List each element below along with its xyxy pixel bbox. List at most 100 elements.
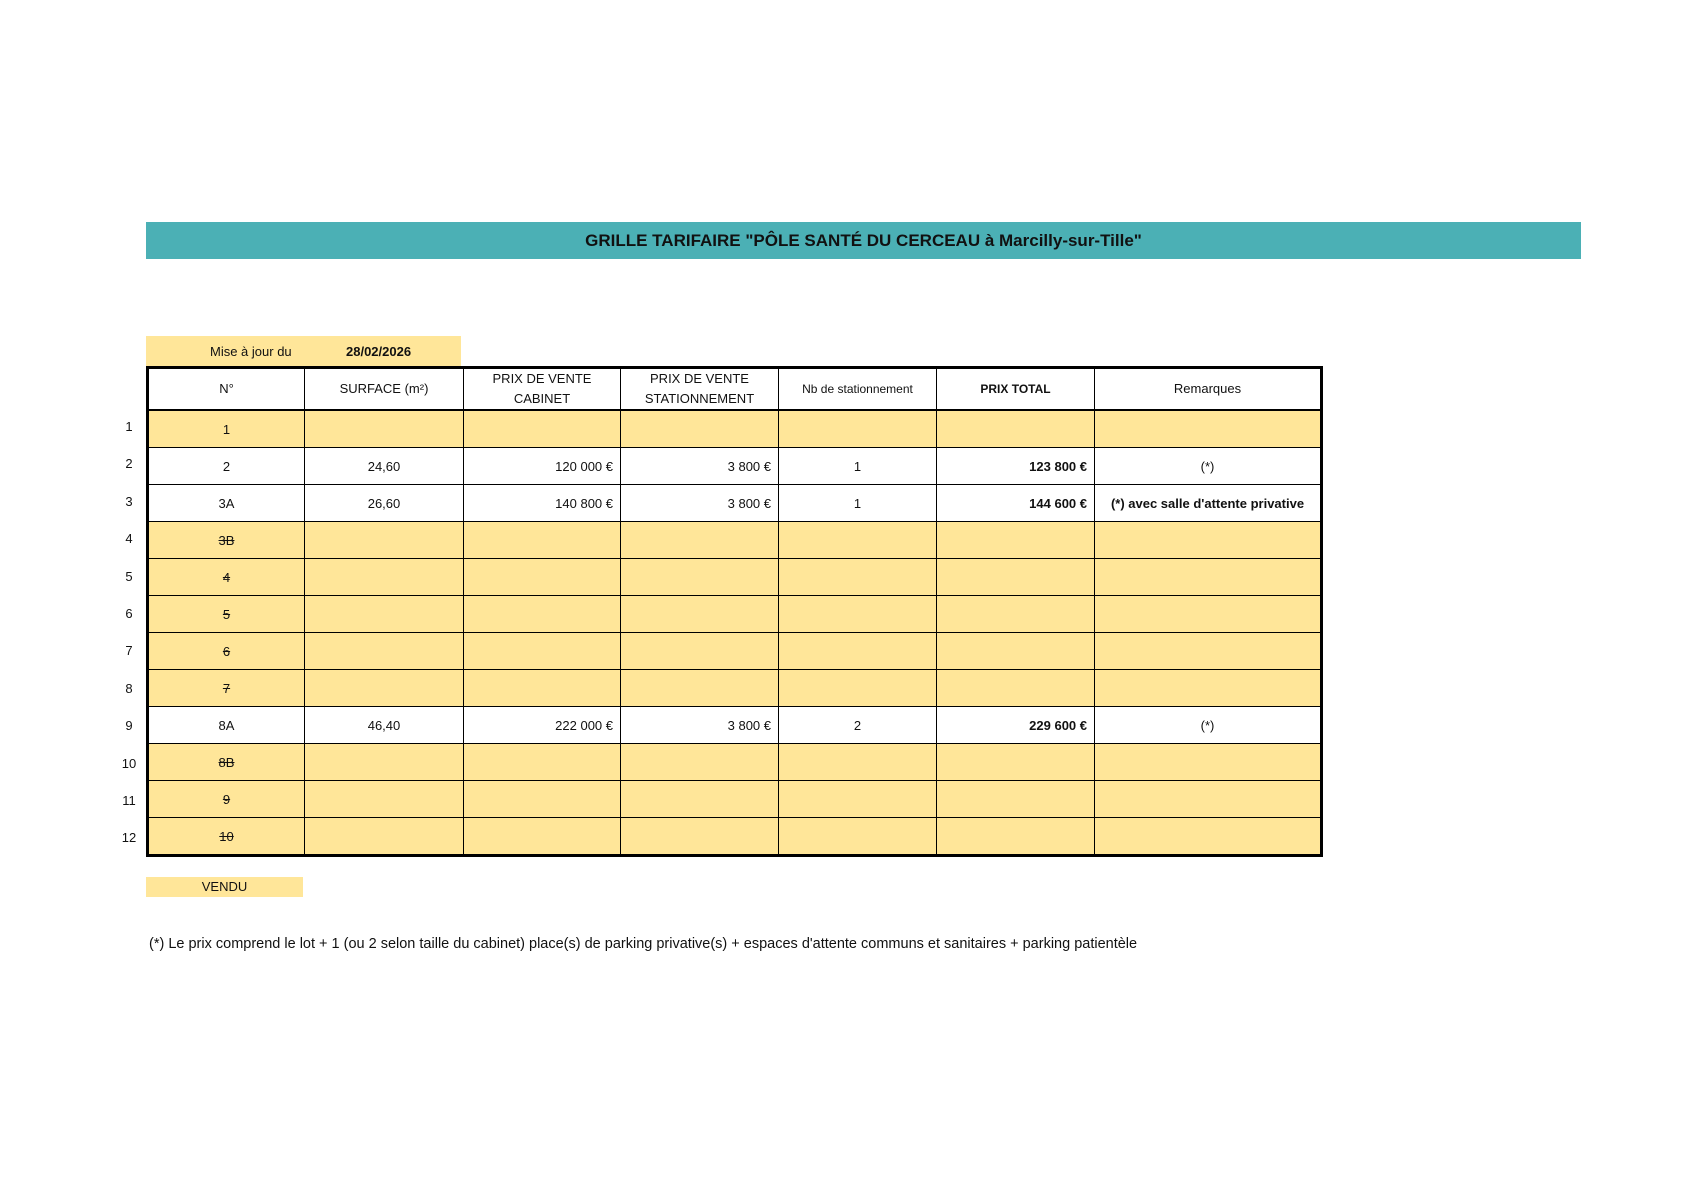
parking-price-cell: 3 800 € xyxy=(620,447,779,485)
parking-count-cell xyxy=(778,669,937,707)
total-price-cell xyxy=(936,669,1095,707)
parking-price-cell xyxy=(620,817,779,856)
remarks-cell xyxy=(1094,669,1322,707)
lot-number-cell: 1 xyxy=(147,409,305,448)
cabinet-price-cell xyxy=(463,558,621,596)
update-label: Mise à jour du xyxy=(210,344,292,359)
lot-number-cell: 10 xyxy=(147,817,305,856)
row-number: 10 xyxy=(121,755,137,771)
table-row: 9 xyxy=(147,780,1322,818)
surface-cell xyxy=(304,632,464,670)
total-price-cell xyxy=(936,780,1095,818)
remarks-cell xyxy=(1094,521,1322,559)
row-number: 12 xyxy=(121,830,137,846)
cabinet-price-cell xyxy=(463,743,621,781)
remarks-cell xyxy=(1094,595,1322,633)
table-row: 2 24,60 120 000 €3 800 €1 123 800 € (*) xyxy=(147,447,1322,485)
cabinet-price-cell xyxy=(463,817,621,856)
price-table: N° SURFACE (m²) PRIX DE VENTE CABINET PR… xyxy=(146,366,1323,857)
remarks-cell xyxy=(1094,409,1322,448)
row-number: 5 xyxy=(125,568,133,584)
table-row: 6 xyxy=(147,632,1322,670)
remarks-cell xyxy=(1094,817,1322,856)
cabinet-price-cell: 140 800 € xyxy=(463,484,621,522)
row-number: 8 xyxy=(125,680,133,696)
row-number: 7 xyxy=(125,643,133,659)
surface-cell xyxy=(304,669,464,707)
lot-number-cell: 4 xyxy=(147,558,305,596)
lot-number-cell: 3B xyxy=(147,521,305,559)
parking-count-cell xyxy=(778,743,937,781)
row-number: 2 xyxy=(125,456,133,472)
row-number: 3 xyxy=(125,493,133,509)
table-row: 3B xyxy=(147,521,1322,559)
remarks-cell: (*) xyxy=(1094,447,1322,485)
cabinet-price-cell xyxy=(463,632,621,670)
cabinet-price-cell xyxy=(463,780,621,818)
page-title: GRILLE TARIFAIRE "PÔLE SANTÉ DU CERCEAU … xyxy=(146,222,1581,259)
surface-cell xyxy=(304,817,464,856)
total-price-cell xyxy=(936,595,1095,633)
row-number: 6 xyxy=(125,606,133,621)
table-row: 1 xyxy=(147,409,1322,448)
parking-price-cell xyxy=(620,743,779,781)
lot-number-cell: 9 xyxy=(147,780,305,818)
total-price-cell xyxy=(936,817,1095,856)
parking-price-cell xyxy=(620,558,779,596)
parking-count-cell xyxy=(778,780,937,818)
update-box: Mise à jour du 28/02/2026 xyxy=(146,336,461,366)
total-price-cell: 229 600 € xyxy=(936,706,1095,744)
parking-price-cell xyxy=(620,632,779,670)
table-row: 10 xyxy=(147,817,1322,856)
row-number: 9 xyxy=(125,718,133,734)
cabinet-price-cell xyxy=(463,521,621,559)
surface-cell: 26,60 xyxy=(304,484,464,522)
table-row: 7 xyxy=(147,669,1322,707)
parking-count-cell xyxy=(778,595,937,633)
lot-number-cell: 6 xyxy=(147,632,305,670)
surface-cell: 24,60 xyxy=(304,447,464,485)
cabinet-price-cell xyxy=(463,595,621,633)
parking-price-cell xyxy=(620,521,779,559)
parking-count-cell xyxy=(778,409,937,448)
total-price-cell xyxy=(936,632,1095,670)
parking-price-cell: 3 800 € xyxy=(620,484,779,522)
header-surface: SURFACE (m²) xyxy=(304,367,464,411)
total-price-cell xyxy=(936,743,1095,781)
lot-number-cell: 5 xyxy=(147,595,305,633)
total-price-cell xyxy=(936,409,1095,448)
header-row: N° SURFACE (m²) PRIX DE VENTE CABINET PR… xyxy=(147,367,1322,411)
header-total: PRIX TOTAL xyxy=(936,367,1095,411)
remarks-cell xyxy=(1094,558,1322,596)
parking-count-cell xyxy=(778,632,937,670)
parking-price-cell xyxy=(620,595,779,633)
table-row: 5 xyxy=(147,595,1322,633)
surface-cell xyxy=(304,780,464,818)
update-date: 28/02/2026 xyxy=(346,344,412,359)
parking-price-cell xyxy=(620,409,779,448)
surface-cell xyxy=(304,409,464,448)
header-nb: Nb de stationnement xyxy=(778,367,937,411)
remarks-cell xyxy=(1094,632,1322,670)
parking-price-cell xyxy=(620,780,779,818)
parking-count-cell xyxy=(778,521,937,559)
parking-count-cell xyxy=(778,817,937,856)
header-n: N° xyxy=(147,367,305,411)
header-cabinet: PRIX DE VENTE CABINET xyxy=(463,367,621,411)
parking-count-cell: 1 xyxy=(778,447,937,485)
parking-price-cell: 3 800 € xyxy=(620,706,779,744)
remarks-cell xyxy=(1094,743,1322,781)
lot-number-cell: 7 xyxy=(147,669,305,707)
remarks-cell: (*) avec salle d'attente privative xyxy=(1094,484,1322,522)
surface-cell xyxy=(304,595,464,633)
surface-cell xyxy=(304,558,464,596)
row-number: 11 xyxy=(122,793,136,808)
cabinet-price-cell: 120 000 € xyxy=(463,447,621,485)
table-row: 8A 46,40 222 000 €3 800 €2 229 600 € (*) xyxy=(147,706,1322,744)
header-parking: PRIX DE VENTE STATIONNEMENT xyxy=(620,367,779,411)
parking-price-cell xyxy=(620,669,779,707)
lot-number-cell: 2 xyxy=(147,447,305,485)
parking-count-cell xyxy=(778,558,937,596)
lot-number-cell: 3A xyxy=(147,484,305,522)
remarks-cell: (*) xyxy=(1094,706,1322,744)
